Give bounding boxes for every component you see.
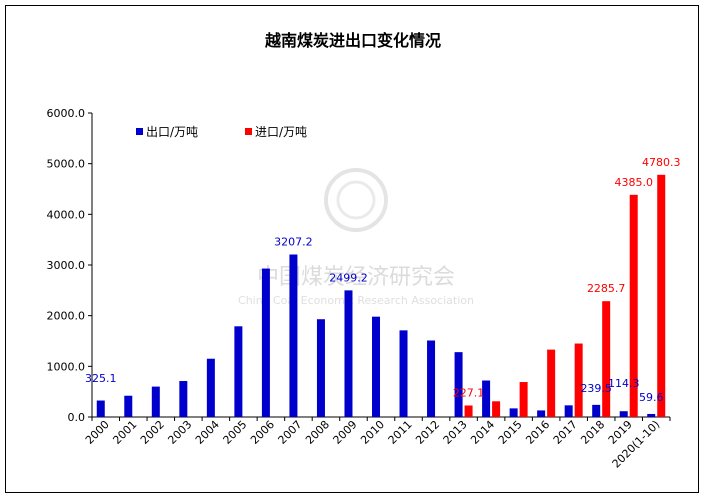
x-tick-label: 2010 [358,418,387,447]
chart-title: 越南煤炭进出口变化情况 [264,31,441,50]
x-tick-label: 2011 [386,418,415,447]
bar-import [492,401,501,417]
bar-export [509,408,518,417]
data-label: 227.1 [453,386,485,399]
x-tick-label: 2006 [248,418,277,447]
x-tick-label: 2008 [303,418,332,447]
y-tick-label: 2000.0 [47,310,86,323]
data-label: 2285.7 [587,282,626,295]
legend: 出口/万吨 进口/万吨 [136,125,307,139]
bar-export [344,290,353,417]
y-tick-label: 1000.0 [47,360,86,373]
bar-import [629,194,638,417]
x-tick-label: 2007 [276,418,305,447]
data-label: 59.6 [639,391,664,404]
bar-import [519,382,528,417]
y-tick-label: 5000.0 [47,158,86,171]
legend-swatch [245,128,252,135]
bar-import [464,405,473,417]
legend-label: 进口/万吨 [255,125,307,139]
bar-export [619,411,628,417]
x-tick-label: 2009 [331,418,360,447]
x-tick-label: 2015 [496,418,525,447]
data-label: 239.5 [580,382,612,395]
bar-export [372,316,380,417]
bar-import [574,343,583,417]
bar-export [179,381,188,417]
bar-export [647,413,656,417]
data-label: 4385.0 [614,176,653,189]
x-tick-label: 2002 [138,418,167,447]
data-label: 4780.3 [642,156,681,169]
x-tick-label: 2000 [83,418,112,447]
data-label: 325.1 [85,372,117,385]
bar-export [289,254,298,417]
bar-export [151,386,160,417]
bar-import [657,174,666,417]
bar-export [316,319,325,417]
x-tick-label: 2004 [193,418,222,447]
x-tick-label: 2016 [523,418,552,447]
data-label: 114.3 [608,377,640,390]
x-tick-label: 2005 [221,418,250,447]
y-axis: 0.0 1000.0 2000.0 3000.0 4000.0 5000.0 6000.0 [47,107,93,424]
bar-export [399,330,408,417]
bar-export [124,395,133,417]
bar-export [427,340,436,417]
data-label: 2499.2 [329,271,368,284]
x-tick-label: 2003 [165,418,194,447]
x-tick-label: 2014 [468,418,497,447]
bar-import [602,301,611,417]
bars [96,174,666,417]
legend-label: 出口/万吨 [146,125,198,139]
bar-export [96,400,105,417]
y-tick-label: 6000.0 [47,107,86,120]
x-tick-label: 2017 [551,418,580,447]
bar-export [261,268,270,417]
y-tick-label: 3000.0 [47,259,86,272]
y-tick-label: 4000.0 [47,208,86,221]
legend-swatch [136,128,143,135]
y-tick-label: 0.0 [68,411,86,424]
bar-import [547,349,556,417]
data-label: 3207.2 [274,236,313,249]
bar-export [234,326,243,417]
bar-export [206,358,215,417]
x-tick-label: 2013 [441,418,470,447]
x-tick-label: 2018 [578,418,607,447]
x-tick-label: 2012 [413,418,442,447]
watermark-logo-inner-icon [336,180,376,220]
x-tick-label: 2001 [110,418,139,447]
bar-export [592,404,601,417]
x-axis: 2000200120022003200420052006200720082009… [83,416,671,471]
bar-export [454,352,463,417]
watermark-logo-icon [324,168,388,232]
watermark-subtext: China Coal Economic Research Association [238,294,474,307]
bar-export [537,410,546,417]
bar-export [482,380,491,417]
bar-export [564,405,573,417]
